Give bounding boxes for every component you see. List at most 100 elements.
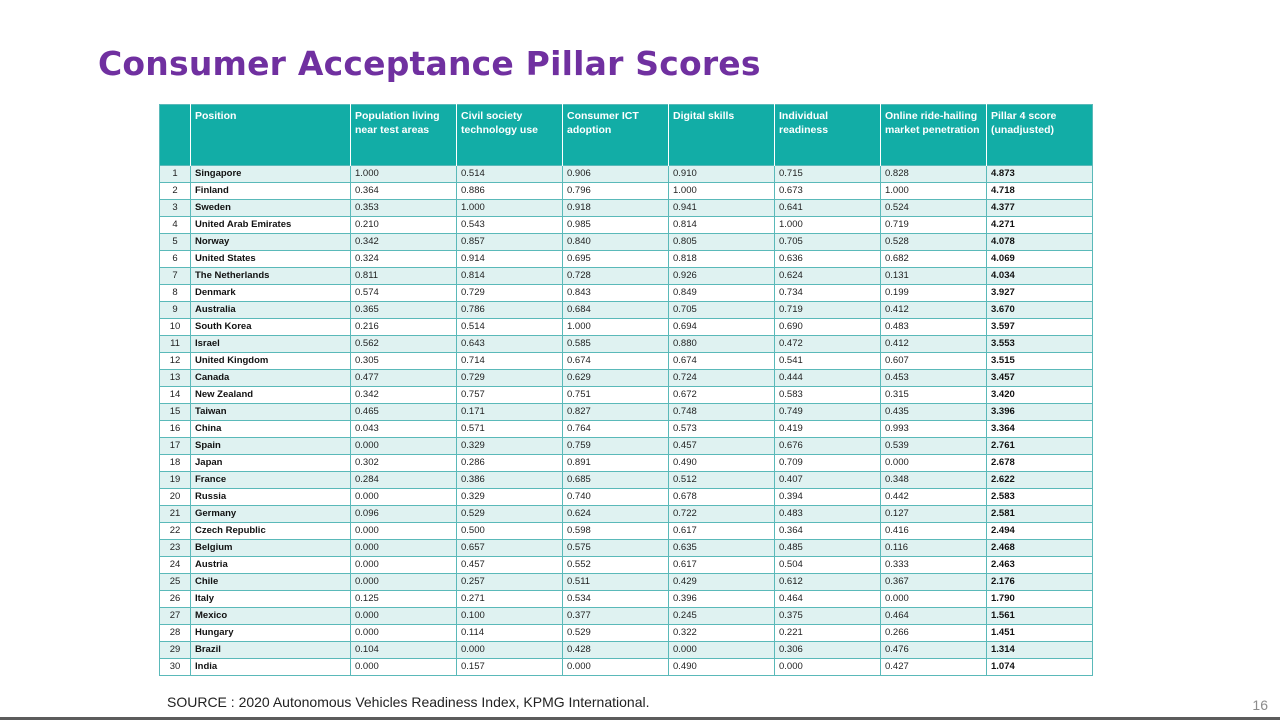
pillar-score-cell: 4.034: [986, 267, 1093, 285]
value-cell: 0.705: [668, 301, 775, 319]
value-cell: 0.541: [774, 352, 881, 370]
value-cell: 0.715: [774, 165, 881, 183]
value-cell: 0.529: [456, 505, 563, 523]
table-row: 11 Israel 0.562 0.643 0.585 0.880 0.472 0.412 3.…: [159, 335, 1093, 353]
rank-cell: 16: [159, 420, 191, 438]
country-cell: Chile: [190, 573, 351, 591]
country-cell: Canada: [190, 369, 351, 387]
pillar-scores-table: Position Population living near test area…: [159, 104, 1093, 676]
rank-cell: 23: [159, 539, 191, 557]
rank-cell: 20: [159, 488, 191, 506]
rank-cell: 21: [159, 505, 191, 523]
pillar-score-cell: 2.494: [986, 522, 1093, 540]
value-cell: 0.694: [668, 318, 775, 336]
rank-cell: 19: [159, 471, 191, 489]
table-row: 15 Taiwan 0.465 0.171 0.827 0.748 0.749 0.435 3.…: [159, 403, 1093, 421]
value-cell: 0.266: [880, 624, 987, 642]
table-row: 30 India 0.000 0.157 0.000 0.490 0.000 0.427 1.0…: [159, 658, 1093, 676]
value-cell: 0.684: [562, 301, 669, 319]
value-cell: 0.552: [562, 556, 669, 574]
value-cell: 0.629: [562, 369, 669, 387]
value-cell: 0.840: [562, 233, 669, 251]
value-cell: 0.428: [562, 641, 669, 659]
value-cell: 0.674: [668, 352, 775, 370]
value-cell: 0.849: [668, 284, 775, 302]
rank-cell: 12: [159, 352, 191, 370]
country-cell: United Arab Emirates: [190, 216, 351, 234]
country-cell: Taiwan: [190, 403, 351, 421]
pillar-score-cell: 1.451: [986, 624, 1093, 642]
value-cell: 0.419: [774, 420, 881, 438]
value-cell: 0.828: [880, 165, 987, 183]
value-cell: 0.740: [562, 488, 669, 506]
country-cell: Brazil: [190, 641, 351, 659]
value-cell: 0.000: [350, 488, 457, 506]
pillar-scores-table-container: Position Population living near test area…: [159, 104, 1093, 676]
value-cell: 0.612: [774, 573, 881, 591]
rank-cell: 7: [159, 267, 191, 285]
pillar-score-cell: 3.457: [986, 369, 1093, 387]
value-cell: 0.722: [668, 505, 775, 523]
pillar-score-cell: 4.377: [986, 199, 1093, 217]
value-cell: 0.000: [880, 454, 987, 472]
table-row: 17 Spain 0.000 0.329 0.759 0.457 0.676 0.539 2.7…: [159, 437, 1093, 455]
value-cell: 0.751: [562, 386, 669, 404]
country-cell: New Zealand: [190, 386, 351, 404]
value-cell: 0.472: [774, 335, 881, 353]
table-row: 7 The Netherlands 0.811 0.814 0.728 0.926 0.62…: [159, 267, 1093, 285]
value-cell: 1.000: [562, 318, 669, 336]
value-cell: 0.000: [668, 641, 775, 659]
pillar-score-cell: 2.581: [986, 505, 1093, 523]
table-row: 22 Czech Republic 0.000 0.500 0.598 0.617 0.36…: [159, 522, 1093, 540]
value-cell: 0.941: [668, 199, 775, 217]
value-cell: 0.157: [456, 658, 563, 676]
value-cell: 0.636: [774, 250, 881, 268]
value-cell: 0.524: [880, 199, 987, 217]
rank-cell: 10: [159, 318, 191, 336]
value-cell: 0.302: [350, 454, 457, 472]
value-cell: 0.891: [562, 454, 669, 472]
value-cell: 0.342: [350, 386, 457, 404]
header-cell: Pillar 4 score (unadjusted): [986, 104, 1093, 166]
rank-cell: 25: [159, 573, 191, 591]
value-cell: 0.000: [350, 522, 457, 540]
value-cell: 0.926: [668, 267, 775, 285]
pillar-score-cell: 4.718: [986, 182, 1093, 200]
pillar-score-cell: 1.790: [986, 590, 1093, 608]
value-cell: 0.464: [880, 607, 987, 625]
value-cell: 0.512: [668, 471, 775, 489]
table-row: 29 Brazil 0.104 0.000 0.428 0.000 0.306 0.476 1.…: [159, 641, 1093, 659]
table-row: 21 Germany 0.096 0.529 0.624 0.722 0.483 0.127 2…: [159, 505, 1093, 523]
value-cell: 0.543: [456, 216, 563, 234]
value-cell: 0.910: [668, 165, 775, 183]
pillar-score-cell: 3.515: [986, 352, 1093, 370]
country-cell: Israel: [190, 335, 351, 353]
value-cell: 0.571: [456, 420, 563, 438]
value-cell: 0.676: [774, 437, 881, 455]
value-cell: 0.857: [456, 233, 563, 251]
value-cell: 0.353: [350, 199, 457, 217]
value-cell: 0.465: [350, 403, 457, 421]
rank-cell: 29: [159, 641, 191, 659]
table-row: 28 Hungary 0.000 0.114 0.529 0.322 0.221 0.266 1…: [159, 624, 1093, 642]
rank-cell: 22: [159, 522, 191, 540]
value-cell: 0.210: [350, 216, 457, 234]
pillar-score-cell: 2.761: [986, 437, 1093, 455]
pillar-score-cell: 3.420: [986, 386, 1093, 404]
value-cell: 0.985: [562, 216, 669, 234]
value-cell: 0.490: [668, 454, 775, 472]
value-cell: 0.364: [774, 522, 881, 540]
value-cell: 0.483: [880, 318, 987, 336]
value-cell: 0.709: [774, 454, 881, 472]
pillar-score-cell: 1.561: [986, 607, 1093, 625]
pillar-score-cell: 3.553: [986, 335, 1093, 353]
table-row: 13 Canada 0.477 0.729 0.629 0.724 0.444 0.453 3.…: [159, 369, 1093, 387]
value-cell: 0.657: [456, 539, 563, 557]
table-row: 18 Japan 0.302 0.286 0.891 0.490 0.709 0.000 2.6…: [159, 454, 1093, 472]
value-cell: 0.000: [350, 658, 457, 676]
pillar-score-cell: 2.678: [986, 454, 1093, 472]
value-cell: 0.705: [774, 233, 881, 251]
table-row: 26 Italy 0.125 0.271 0.534 0.396 0.464 0.000 1.7…: [159, 590, 1093, 608]
value-cell: 0.000: [562, 658, 669, 676]
value-cell: 0.805: [668, 233, 775, 251]
